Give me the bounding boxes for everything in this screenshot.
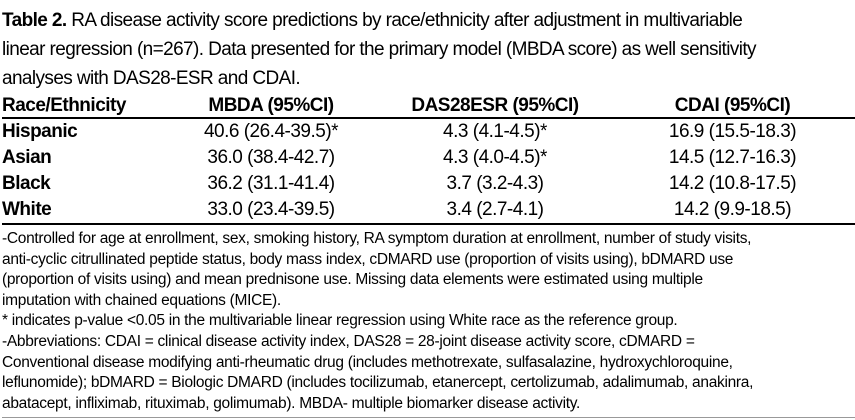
cell-das28esr: 3.4 (2.7-4.1) — [380, 197, 610, 225]
caption-line: analyses with DAS28-ESR and CDAI. — [2, 68, 301, 89]
table-row: Asian 36.0 (38.4-42.7) 4.3 (4.0-4.5)* 14… — [2, 145, 855, 171]
column-header-race-ethnicity: Race/Ethnicity — [2, 95, 162, 119]
footnote-line: imputation with chained equations (MICE)… — [2, 291, 281, 309]
cell-cdai: 16.9 (15.5-18.3) — [668, 121, 797, 142]
results-table: Race/Ethnicity MBDA (95%CI) DAS28ESR (95… — [2, 95, 855, 225]
column-header-mbda: MBDA (95%CI) — [162, 95, 380, 119]
cell-race: Hispanic — [2, 121, 78, 142]
cell-mbda: 33.0 (23.4-39.5) — [162, 197, 380, 225]
footnote-line: -Abbreviations: CDAI = clinical disease … — [2, 332, 695, 350]
footnote-line: abatacept, infliximab, rituximab, golimu… — [2, 394, 581, 412]
table-caption: Table 2. RA disease activity score predi… — [2, 6, 855, 93]
column-header-cdai: CDAI (95%CI) — [610, 95, 855, 119]
column-header-das28esr: DAS28ESR (95%CI) — [380, 95, 610, 119]
cell-cdai: 14.5 (12.7-16.3) — [668, 147, 797, 168]
caption-line: linear regression (n=267). Data presente… — [2, 39, 757, 60]
bottom-rule — [2, 417, 855, 419]
cell-race: White — [2, 197, 162, 225]
table-row: Hispanic 40.6 (26.4-39.5)* 4.3 (4.1-4.5)… — [2, 118, 855, 145]
table-row: White 33.0 (23.4-39.5) 3.4 (2.7-4.1) 14.… — [2, 197, 855, 225]
footnote-line: (proportion of visits using) and mean pr… — [2, 271, 703, 289]
cell-cdai: 14.2 (10.8-17.5) — [668, 173, 797, 194]
cell-das28esr: 4.3 (4.1-4.5)* — [443, 121, 547, 142]
footnote-line: leflunomide); bDMARD = Biologic DMARD (i… — [2, 374, 754, 392]
cell-mbda: 36.0 (38.4-42.7) — [207, 147, 335, 168]
footnote-line: Conventional disease modifying anti-rheu… — [2, 353, 733, 371]
cell-race: Asian — [2, 147, 52, 168]
footnote-line: -Controlled for age at enrollment, sex, … — [2, 230, 752, 247]
cell-das28esr: 3.7 (3.2-4.3) — [446, 173, 545, 194]
cell-das28esr: 4.3 (4.0-4.5)* — [443, 147, 547, 168]
cell-mbda: 40.6 (26.4-39.5)* — [203, 121, 339, 142]
cell-cdai: 14.2 (9.9-18.5) — [610, 197, 855, 225]
header-row: Race/Ethnicity MBDA (95%CI) DAS28ESR (95… — [2, 95, 855, 119]
footnotes: -Controlled for age at enrollment, sex, … — [2, 229, 855, 414]
table-number-label: Table 2. — [2, 10, 67, 31]
footnote-line: * indicates p-value <0.05 in the multiva… — [2, 312, 678, 330]
footnote-line: anti-cyclic citrullinated peptide status… — [2, 250, 734, 268]
cell-race: Black — [2, 173, 51, 194]
cell-mbda: 36.2 (31.1-41.4) — [207, 173, 335, 194]
caption-text: RA disease activity score predictions by… — [66, 10, 743, 31]
caption-line: Table 2. RA disease activity score predi… — [2, 6, 855, 35]
table-row: Black 36.2 (31.1-41.4) 3.7 (3.2-4.3) 14.… — [2, 171, 855, 197]
